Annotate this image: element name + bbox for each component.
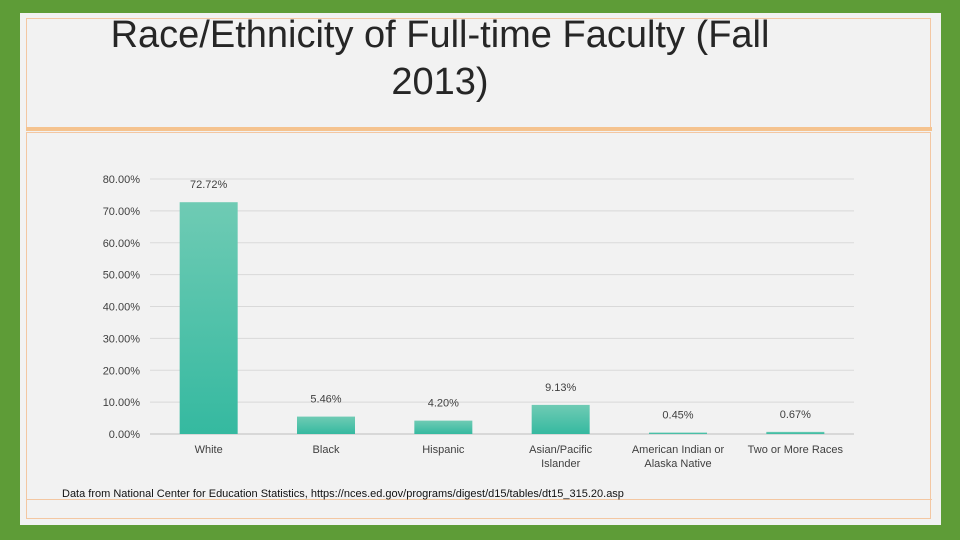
- data-label: 0.67%: [780, 409, 811, 421]
- x-tick-label: Black: [313, 444, 340, 456]
- y-tick-label: 30.00%: [103, 333, 141, 345]
- chart-title: Race/Ethnicity of Full-time Faculty (Fal…: [110, 14, 770, 103]
- title-divider: [26, 127, 932, 131]
- data-label: 4.20%: [428, 398, 459, 410]
- bar: [649, 432, 707, 434]
- y-tick-label: 60.00%: [103, 238, 141, 250]
- y-tick-label: 20.00%: [103, 365, 141, 377]
- x-tick-label: White: [195, 444, 223, 456]
- bar: [297, 416, 355, 434]
- x-tick-label: Two or More Races: [748, 444, 844, 456]
- content-frame: [26, 132, 931, 519]
- footer-divider: [26, 499, 932, 500]
- slide: [20, 13, 941, 525]
- data-label: 0.45%: [662, 410, 693, 422]
- y-tick-label: 0.00%: [109, 429, 140, 441]
- y-tick-label: 40.00%: [103, 302, 141, 314]
- bar: [414, 420, 473, 434]
- x-tick-label: Asian/Pacific Islander: [529, 444, 592, 470]
- data-label: 5.46%: [310, 394, 341, 406]
- x-tick-label: Hispanic: [422, 444, 465, 456]
- bar: [179, 202, 238, 434]
- y-tick-label: 70.00%: [103, 206, 141, 218]
- y-tick-label: 50.00%: [103, 270, 141, 282]
- y-tick-label: 80.00%: [103, 174, 141, 186]
- bar: [531, 404, 590, 434]
- x-tick-label: American Indian or Alaska Native: [632, 444, 725, 470]
- data-label: 72.72%: [190, 179, 228, 191]
- data-label: 9.13%: [545, 382, 576, 394]
- source-note: Data from National Center for Education …: [62, 488, 624, 500]
- y-tick-label: 10.00%: [103, 397, 141, 409]
- bar: [766, 431, 825, 434]
